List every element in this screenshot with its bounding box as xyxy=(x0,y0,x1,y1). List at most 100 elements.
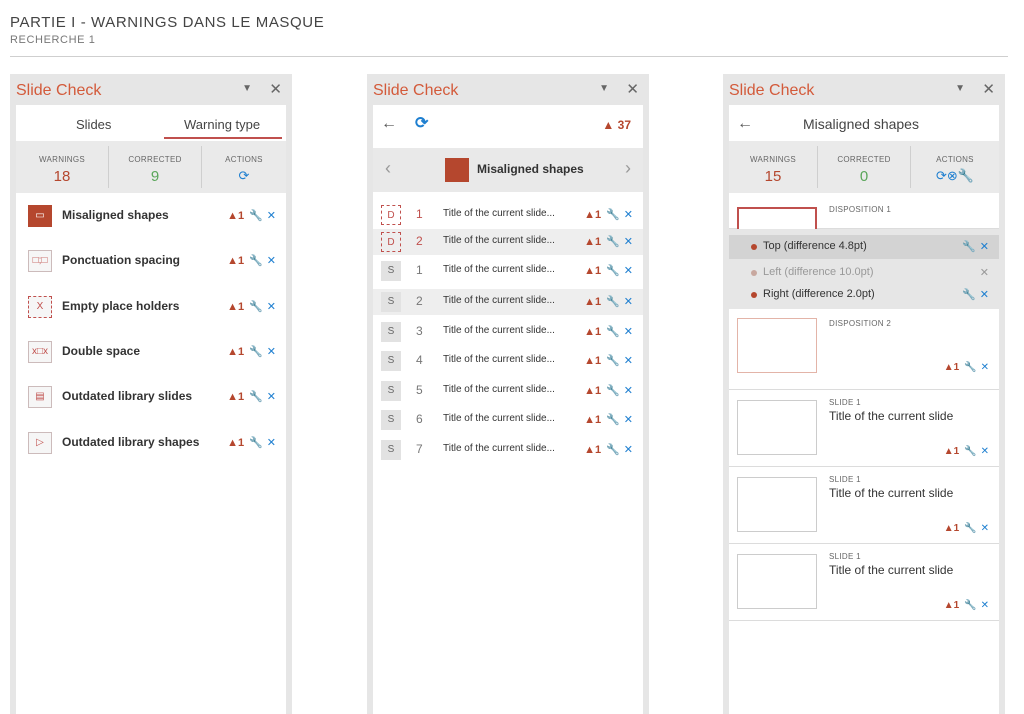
fix-icon[interactable]: 🔧 xyxy=(964,600,977,611)
list-item[interactable]: D 1 Title of the current slide... ▲1 🔧 ✕ xyxy=(373,202,643,228)
warning-count: 1 xyxy=(594,414,602,426)
disposition-card[interactable]: DISPOSITION 1 ▲1🔧✕ xyxy=(729,195,999,264)
fix-icon[interactable]: 🔧 xyxy=(962,289,976,301)
ignore-icon[interactable]: ✕ xyxy=(980,600,989,611)
ignore-icon[interactable]: ✕ xyxy=(623,355,633,367)
row-actions: ▲1 🔧✕ xyxy=(584,413,633,426)
fix-icon[interactable]: 🔧 xyxy=(606,444,620,456)
tab-slides[interactable]: Slides xyxy=(76,117,112,132)
refresh-all-icon[interactable]: ⟳ xyxy=(238,168,250,183)
refresh-icon[interactable]: ⟳ xyxy=(415,115,429,132)
ignore-icon[interactable]: ✕ xyxy=(266,346,276,358)
warning-type-item[interactable]: x□x Double space ▲1 🔧 ✕ xyxy=(16,331,286,375)
fix-icon[interactable]: 🔧 xyxy=(606,326,620,338)
refresh-icon[interactable]: ⟳ xyxy=(936,168,947,183)
fix-icon[interactable]: 🔧 xyxy=(249,391,263,403)
fix-icon[interactable]: 🔧 xyxy=(606,414,620,426)
fix-icon[interactable]: 🔧 xyxy=(964,446,977,457)
row-number: 3 xyxy=(416,324,423,338)
slide-title: Title of the current slide... xyxy=(443,354,555,365)
tab-warning-type[interactable]: Warning type xyxy=(184,117,261,132)
dropdown-icon[interactable]: ▼ xyxy=(599,83,609,94)
list-item[interactable]: S 2 Title of the current slide... ▲1 🔧 ✕ xyxy=(373,289,643,315)
disposition-card[interactable]: DISPOSITION 2 ▲1 🔧 ✕ xyxy=(729,310,999,390)
misalignment-item[interactable]: Top (difference 4.8pt) 🔧 ✕ xyxy=(729,235,999,259)
list-item[interactable]: D 2 Title of the current slide... ▲1 🔧 ✕ xyxy=(373,229,643,255)
ignore-icon[interactable]: ✕ xyxy=(623,296,633,308)
ignore-icon[interactable]: ✕ xyxy=(623,236,633,248)
fix-icon[interactable]: 🔧 xyxy=(606,236,620,248)
warnings-count: 18 xyxy=(53,168,71,185)
fix-icon[interactable]: 🔧 xyxy=(962,241,976,253)
chevron-right-icon[interactable]: › xyxy=(625,158,631,178)
close-icon[interactable]: ✕ xyxy=(269,81,282,98)
list-item[interactable]: S 5 Title of the current slide... ▲1 🔧 ✕ xyxy=(373,378,643,404)
row-actions: 🔧 ✕ xyxy=(957,288,989,301)
ignore-icon[interactable]: ✕ xyxy=(266,210,276,222)
fix-icon[interactable]: 🔧 xyxy=(964,362,977,373)
fix-icon[interactable]: 🔧 xyxy=(249,210,263,222)
stat-warnings: WARNINGS 15 xyxy=(729,141,817,193)
misalignment-item[interactable]: Right (difference 2.0pt) 🔧 ✕ xyxy=(729,283,999,307)
fix-icon[interactable]: 🔧 xyxy=(964,523,977,534)
ignore-icon[interactable]: ✕ xyxy=(623,385,633,397)
ignore-icon[interactable]: ✕ xyxy=(623,209,633,221)
list-item[interactable]: S 6 Title of the current slide... ▲1 🔧 ✕ xyxy=(373,407,643,433)
row-number: 1 xyxy=(416,207,423,221)
dropdown-icon[interactable]: ▼ xyxy=(955,83,965,94)
close-icon[interactable]: ✕ xyxy=(626,81,639,98)
warning-type-item[interactable]: ▷ Outdated library shapes ▲1 🔧 ✕ xyxy=(16,422,286,466)
slide-card[interactable]: SLIDE 1 Title of the current slide ▲1 🔧 ✕ xyxy=(729,467,999,544)
ignore-icon[interactable]: ✕ xyxy=(266,391,276,403)
chevron-left-icon[interactable]: ‹ xyxy=(385,158,391,178)
list-item[interactable]: S 3 Title of the current slide... ▲1 🔧 ✕ xyxy=(373,319,643,345)
ignore-icon[interactable]: ✕ xyxy=(623,444,633,456)
ignore-icon[interactable]: ✕ xyxy=(623,326,633,338)
ignore-icon[interactable]: ✕ xyxy=(979,267,989,279)
ignore-all-icon[interactable]: ⊗ xyxy=(946,168,958,183)
list-item[interactable]: S 1 Title of the current slide... ▲1 🔧 ✕ xyxy=(373,258,643,284)
card-label: SLIDE 1 xyxy=(829,552,861,561)
warning-type-item[interactable]: ▤ Outdated library slides ▲1 🔧 ✕ xyxy=(16,376,286,420)
slide-card[interactable]: SLIDE 1 Title of the current slide ▲1 🔧 ✕ xyxy=(729,544,999,621)
ignore-icon[interactable]: ✕ xyxy=(266,301,276,313)
warning-type-item[interactable]: X Empty place holders ▲1 🔧 ✕ xyxy=(16,286,286,330)
close-icon[interactable]: ✕ xyxy=(982,81,995,98)
ignore-icon[interactable]: ✕ xyxy=(623,265,633,277)
warning-type-item[interactable]: □;□ Ponctuation spacing ▲1 🔧 ✕ xyxy=(16,240,286,284)
ignore-icon[interactable]: ✕ xyxy=(979,241,989,253)
fix-all-icon[interactable]: 🔧 xyxy=(957,168,974,183)
fix-icon[interactable]: 🔧 xyxy=(606,385,620,397)
misalignment-item[interactable]: Left (difference 10.0pt) ✕ xyxy=(729,261,999,285)
ignore-icon[interactable]: ✕ xyxy=(979,289,989,301)
list-item[interactable]: S 7 Title of the current slide... ▲1 🔧 ✕ xyxy=(373,437,643,463)
slide-badge: S xyxy=(381,292,401,312)
corrected-label: CORRECTED xyxy=(128,155,182,164)
fix-icon[interactable]: 🔧 xyxy=(249,437,263,449)
dropdown-icon[interactable]: ▼ xyxy=(242,83,252,94)
fix-icon[interactable]: 🔧 xyxy=(249,255,263,267)
fix-icon[interactable]: 🔧 xyxy=(606,265,620,277)
warning-icon: ▲ xyxy=(584,265,595,277)
warning-type-item[interactable]: ▭ Misaligned shapes ▲1 🔧 ✕ xyxy=(16,195,286,239)
fix-icon[interactable]: 🔧 xyxy=(249,301,263,313)
fix-icon[interactable]: 🔧 xyxy=(606,355,620,367)
warning-type-label: Double space xyxy=(62,344,141,358)
back-arrow-icon[interactable]: ← xyxy=(381,115,397,132)
list-item[interactable]: S 4 Title of the current slide... ▲1 🔧 ✕ xyxy=(373,348,643,374)
ignore-icon[interactable]: ✕ xyxy=(266,437,276,449)
fix-icon[interactable]: 🔧 xyxy=(606,296,620,308)
ignore-icon[interactable]: ✕ xyxy=(980,446,989,457)
back-arrow-icon[interactable]: ← xyxy=(737,115,753,132)
fix-icon[interactable]: 🔧 xyxy=(606,209,620,221)
slide-badge: S xyxy=(381,440,401,460)
fix-icon[interactable]: 🔧 xyxy=(249,346,263,358)
ignore-icon[interactable]: ✕ xyxy=(266,255,276,267)
outdated-slide-icon: ▤ xyxy=(28,386,52,408)
slide-card[interactable]: SLIDE 1 Title of the current slide ▲1 🔧 ✕ xyxy=(729,390,999,467)
ignore-icon[interactable]: ✕ xyxy=(980,362,989,373)
ignore-icon[interactable]: ✕ xyxy=(980,523,989,534)
slide-title: Title of the current slide... xyxy=(443,384,555,395)
ignore-icon[interactable]: ✕ xyxy=(623,414,633,426)
warning-count: 1 xyxy=(594,265,602,277)
